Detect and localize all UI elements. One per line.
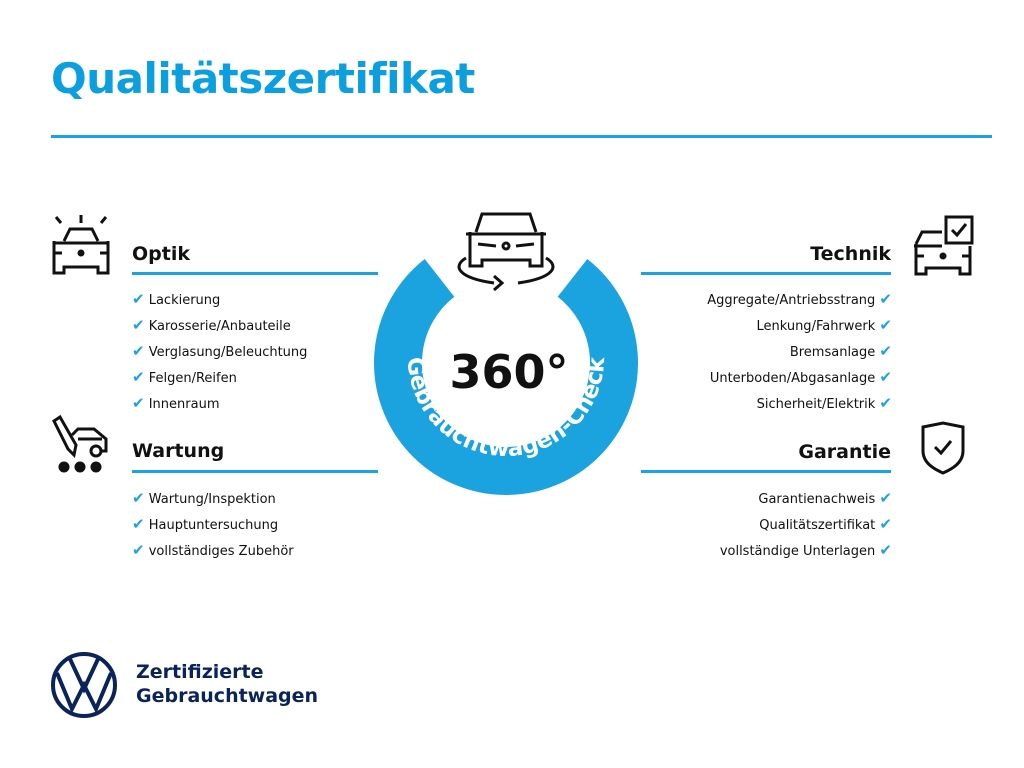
list-item: ✔ Innenraum bbox=[132, 394, 220, 412]
degrees-label: 360° bbox=[449, 345, 568, 399]
check-icon: ✔ bbox=[132, 515, 145, 533]
technik-heading: Technik bbox=[810, 243, 891, 265]
optik-list: ✔ Lackierung ✔ Karosserie/Anbauteile ✔ V… bbox=[132, 287, 307, 417]
check-icon: ✔ bbox=[132, 489, 145, 507]
check-icon: ✔ bbox=[132, 316, 145, 334]
list-item: ✔ vollständiges Zubehör bbox=[132, 541, 294, 559]
check-icon: ✔ bbox=[132, 368, 145, 386]
check-icon: ✔ bbox=[879, 489, 892, 507]
wartung-divider bbox=[132, 470, 378, 473]
check-icon: ✔ bbox=[879, 515, 892, 533]
ring-arc bbox=[374, 259, 638, 495]
list-item: Bremsanlage ✔ bbox=[789, 342, 892, 360]
car-checkbox-icon bbox=[914, 215, 974, 276]
shield-check-icon bbox=[921, 421, 965, 475]
list-item: Sicherheit/Elektrik ✔ bbox=[756, 394, 892, 412]
garantie-list: Garantienachweis ✔ Qualitätszertifikat ✔… bbox=[640, 486, 892, 564]
title-divider bbox=[51, 135, 992, 138]
list-item: ✔ Karosserie/Anbauteile bbox=[132, 316, 291, 334]
list-item: ✔ Hauptuntersuchung bbox=[132, 515, 279, 533]
car-rotate-icon bbox=[457, 212, 555, 292]
list-item: ✔ Lackierung bbox=[132, 290, 221, 308]
check-icon: ✔ bbox=[132, 394, 145, 412]
check-icon: ✔ bbox=[132, 290, 145, 308]
optik-heading: Optik bbox=[132, 243, 190, 265]
check-icon: ✔ bbox=[132, 541, 145, 559]
list-item: ✔ Wartung/Inspektion bbox=[132, 489, 276, 507]
list-item: Lenkung/Fahrwerk ✔ bbox=[756, 316, 892, 334]
list-item: vollständige Unterlagen ✔ bbox=[719, 541, 892, 559]
check-icon: ✔ bbox=[879, 541, 892, 559]
list-item: ✔ Verglasung/Beleuchtung bbox=[132, 342, 308, 360]
check-icon: ✔ bbox=[879, 290, 892, 308]
car-lights-icon bbox=[52, 215, 110, 275]
garantie-divider bbox=[641, 470, 891, 473]
page-title: Qualitätszertifikat bbox=[51, 54, 475, 103]
list-item: Garantienachweis ✔ bbox=[758, 489, 892, 507]
footer-brand-text: Zertifizierte Gebrauchtwagen bbox=[136, 661, 319, 707]
list-item: Qualitätszertifikat ✔ bbox=[759, 515, 892, 533]
list-item: ✔ Felgen/Reifen bbox=[132, 368, 237, 386]
list-item: Unterboden/Abgasanlage ✔ bbox=[709, 368, 892, 386]
check-icon: ✔ bbox=[879, 342, 892, 360]
wartung-heading: Wartung bbox=[132, 440, 225, 462]
garantie-heading: Garantie bbox=[798, 441, 891, 463]
check-icon: ✔ bbox=[879, 394, 892, 412]
technik-divider bbox=[641, 272, 891, 275]
check-icon: ✔ bbox=[879, 316, 892, 334]
technik-list: Aggregate/Antriebsstrang ✔ Lenkung/Fahrw… bbox=[640, 287, 892, 417]
vw-logo bbox=[51, 652, 117, 718]
check-icon: ✔ bbox=[879, 368, 892, 386]
optik-divider bbox=[132, 272, 378, 275]
check-icon: ✔ bbox=[132, 342, 145, 360]
wartung-list: ✔ Wartung/Inspektion ✔ Hauptuntersuchung… bbox=[132, 486, 294, 564]
list-item: Aggregate/Antriebsstrang ✔ bbox=[707, 290, 892, 308]
car-service-icon bbox=[52, 415, 108, 473]
